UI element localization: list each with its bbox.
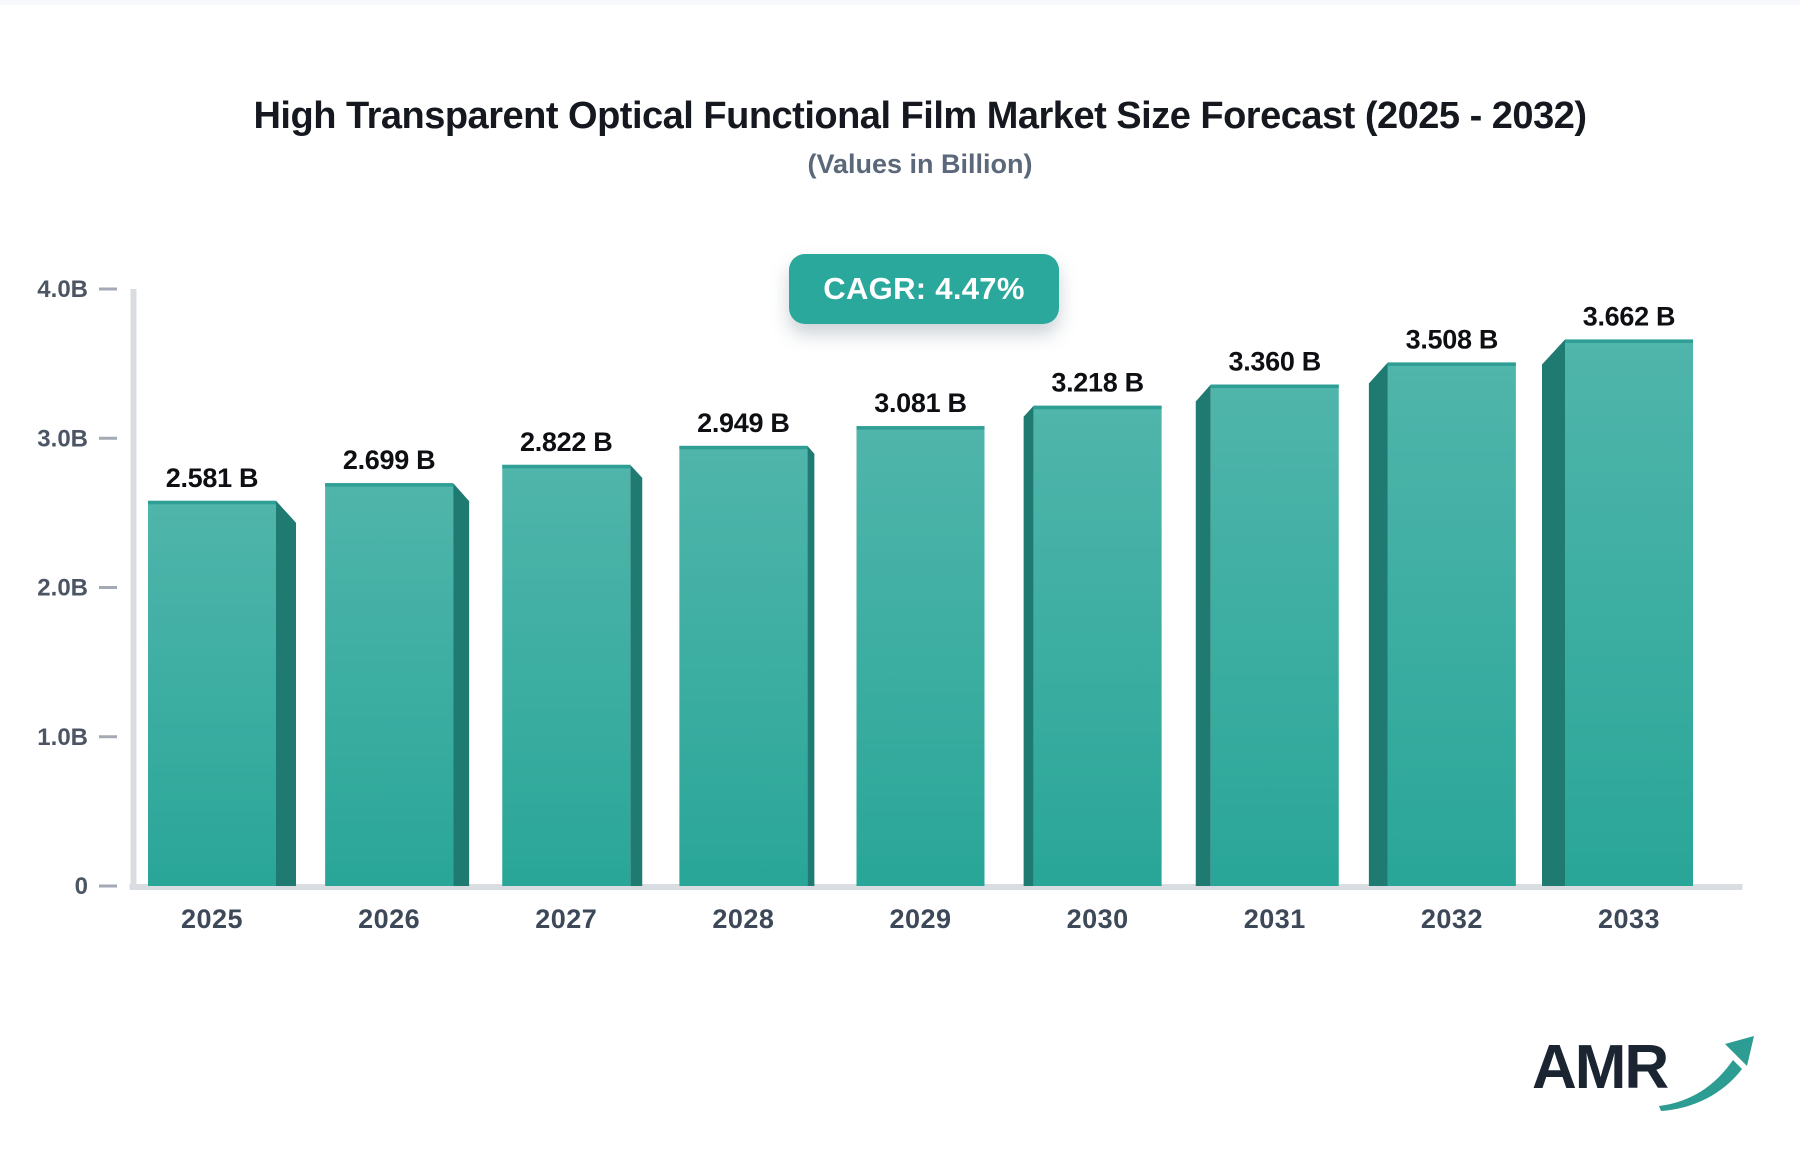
amr-logo-text: AMR (1532, 1033, 1669, 1102)
bar-value-label-2032: 3.508 B (1406, 324, 1498, 354)
bar-side-panel-2025 (276, 500, 296, 886)
y-tick-3.0B (99, 436, 117, 440)
y-tick-2.0B (99, 586, 117, 589)
x-axis-label-2032: 2032 (1421, 904, 1483, 934)
y-axis-label-3.0B: 3.0B (37, 425, 88, 452)
bar-side-panel-2031 (1195, 384, 1211, 886)
bar-value-label-2026: 2.699 B (343, 445, 435, 475)
bar-2026 (325, 483, 454, 886)
y-axis-label-0: 0 (75, 873, 88, 900)
x-axis-label-2031: 2031 (1244, 904, 1306, 934)
bar-top-edge-2031 (1210, 384, 1339, 389)
y-tick-0 (99, 884, 117, 888)
y-axis-line (130, 289, 137, 890)
chart-subtitle: (Values in Billion) (807, 149, 1033, 179)
x-axis-label-2025: 2025 (181, 904, 243, 934)
bar-side-panel-2032 (1368, 362, 1388, 886)
bar-value-label-2033: 3.662 B (1583, 301, 1675, 331)
x-axis-label-2029: 2029 (889, 904, 951, 934)
bar-side-panel-2028 (807, 445, 815, 886)
x-axis-label-2030: 2030 (1067, 904, 1129, 934)
bar-top-edge-2033 (1565, 339, 1693, 343)
bar-2033 (1565, 339, 1693, 886)
bar-side-panel-2027 (630, 464, 643, 886)
bar-2032 (1387, 362, 1516, 886)
bar-2027 (502, 464, 631, 886)
bar-value-label-2031: 3.360 B (1229, 347, 1321, 377)
bar-2031 (1210, 384, 1339, 886)
bar-2030 (1033, 405, 1162, 886)
chart-title: High Transparent Optical Functional Film… (253, 95, 1587, 137)
y-axis-label-4.0B: 4.0B (37, 276, 88, 303)
bar-top-edge-2032 (1387, 362, 1516, 366)
bar-2028 (679, 445, 808, 886)
bar-top-edge-2030 (1033, 405, 1162, 410)
bar-side-panel-2033 (1542, 339, 1565, 886)
cagr-badge: CAGR: 4.47% (789, 254, 1059, 324)
bar-value-label-2029: 3.081 B (874, 388, 966, 418)
bar-value-label-2025: 2.581 B (166, 463, 258, 493)
page-top-strip (0, 0, 1800, 5)
y-axis-label-1.0B: 1.0B (37, 724, 88, 751)
x-axis-label-2026: 2026 (358, 904, 420, 934)
bar-2029 (856, 426, 985, 886)
growth-arrow-icon (1659, 1036, 1755, 1111)
bar-top-edge-2026 (325, 483, 454, 487)
bar-2025 (148, 500, 276, 886)
bar-side-panel-2030 (1023, 405, 1034, 886)
bar-value-label-2027: 2.822 B (520, 427, 612, 457)
x-axis-baseline (129, 884, 1743, 890)
x-axis-label-2033: 2033 (1598, 904, 1660, 934)
x-axis-label-2027: 2027 (535, 904, 597, 934)
bar-top-edge-2029 (856, 426, 985, 430)
bar-side-panel-2026 (453, 483, 470, 886)
y-axis-label-2.0B: 2.0B (37, 575, 88, 602)
y-tick-4.0B (99, 287, 117, 291)
x-axis-label-2028: 2028 (712, 904, 774, 934)
y-tick-1.0B (99, 735, 117, 739)
bar-top-edge-2025 (148, 500, 276, 505)
bar-top-edge-2028 (679, 445, 808, 450)
bar-top-edge-2027 (502, 464, 631, 469)
bar-value-label-2030: 3.218 B (1051, 368, 1143, 398)
bar-value-label-2028: 2.949 B (697, 408, 789, 438)
amr-logo: AMR (1532, 1033, 1757, 1112)
